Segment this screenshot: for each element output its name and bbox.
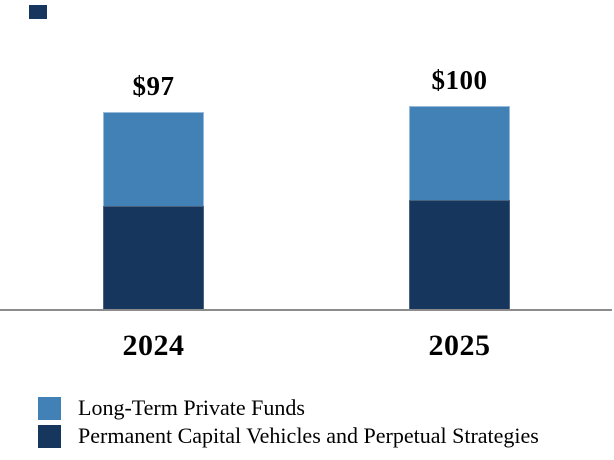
bar-group-2025: $100: [409, 66, 510, 310]
x-axis-baseline: [0, 309, 612, 311]
x-axis-label-2025: 2025: [428, 329, 491, 362]
bar-segment-permanent-capital-2024: [103, 206, 204, 310]
x-axis-label-2024: 2024: [122, 329, 185, 362]
legend-label-long-term-private-funds: Long-Term Private Funds: [78, 395, 305, 420]
legend-swatch-permanent-capital: [38, 424, 61, 448]
bar-segment-long-term-private-funds-2024: [103, 112, 204, 206]
legend: Long-Term Private Funds Permanent Capita…: [38, 396, 539, 448]
bar-segment-long-term-private-funds-2025: [409, 106, 510, 200]
bar-segment-permanent-capital-2025: [409, 200, 510, 310]
bar-total-label-2024: $97: [132, 71, 175, 101]
legend-item-long-term-private-funds: Long-Term Private Funds: [38, 396, 539, 420]
legend-item-permanent-capital: Permanent Capital Vehicles and Perpetual…: [38, 424, 539, 448]
bar-group-2024: $97: [103, 72, 204, 310]
legend-label-permanent-capital: Permanent Capital Vehicles and Perpetual…: [78, 423, 539, 448]
bar-total-label-2025: $100: [431, 65, 488, 95]
stray-mark: [29, 5, 47, 19]
legend-swatch-long-term-private-funds: [38, 396, 61, 420]
